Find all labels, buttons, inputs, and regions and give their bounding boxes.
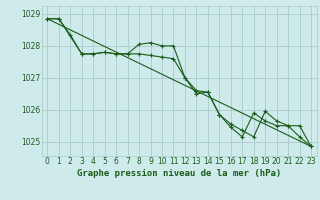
X-axis label: Graphe pression niveau de la mer (hPa): Graphe pression niveau de la mer (hPa) <box>77 169 281 178</box>
